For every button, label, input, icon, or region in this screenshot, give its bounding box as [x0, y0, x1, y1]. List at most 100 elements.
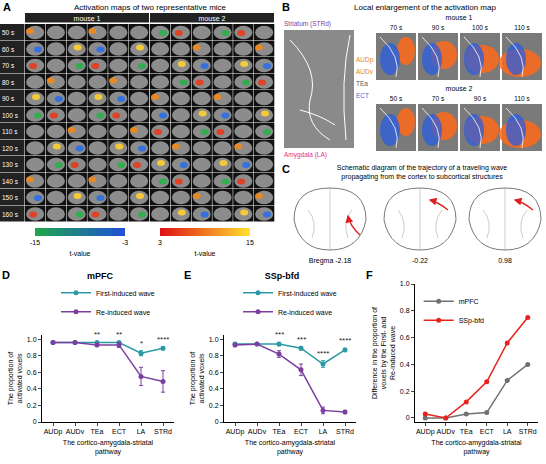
svg-text:LA: LA: [137, 428, 146, 435]
svg-text:0.6: 0.6: [27, 369, 37, 376]
svg-text:0.2: 0.2: [400, 388, 410, 395]
svg-text:140 s: 140 s: [2, 178, 19, 185]
svg-text:110 s: 110 s: [2, 128, 18, 135]
svg-text:TEa: TEa: [460, 428, 473, 435]
svg-text:AUDp: AUDp: [356, 56, 374, 64]
svg-text:Bregma -2.18: Bregma -2.18: [309, 257, 352, 265]
svg-text:mouse 2: mouse 2: [199, 15, 226, 22]
svg-text:110 s: 110 s: [514, 95, 530, 102]
svg-text:The proportion ofactivated vox: The proportion ofactivated voxels: [189, 352, 205, 405]
svg-text:Difference in the proportion o: Difference in the proportion ofvoxels by…: [371, 307, 396, 399]
svg-text:80 s: 80 s: [2, 79, 15, 86]
svg-text:Re-induced wave: Re-induced wave: [96, 309, 150, 316]
svg-text:0.4: 0.4: [209, 385, 219, 392]
svg-text:110 s: 110 s: [514, 24, 530, 31]
svg-text:**: **: [116, 330, 122, 339]
svg-text:130 s: 130 s: [2, 161, 19, 168]
svg-text:TEa: TEa: [91, 428, 104, 435]
svg-text:SSp-bfd: SSp-bfd: [265, 271, 300, 281]
svg-text:1.0: 1.0: [209, 336, 219, 343]
svg-text:B: B: [282, 1, 290, 13]
svg-text:AUDv: AUDv: [248, 428, 267, 435]
svg-text:0.4: 0.4: [27, 385, 37, 392]
svg-text:STRd: STRd: [154, 428, 172, 435]
svg-text:60 s: 60 s: [2, 46, 15, 53]
svg-text:70 s: 70 s: [390, 24, 403, 31]
svg-text:ECT: ECT: [294, 428, 309, 435]
svg-text:AUDp: AUDp: [416, 428, 435, 436]
svg-text:50 s: 50 s: [2, 29, 15, 36]
svg-text:1.0: 1.0: [400, 280, 410, 287]
svg-text:0.2: 0.2: [209, 402, 219, 409]
svg-text:ECT: ECT: [356, 92, 369, 99]
svg-text:t-value: t-value: [69, 250, 90, 257]
svg-text:Re-induced wave: Re-induced wave: [278, 309, 332, 316]
svg-text:The proportion ofactivated vox: The proportion ofactivated voxels: [7, 352, 23, 405]
svg-text:90 s: 90 s: [474, 95, 487, 102]
svg-text:The cortico-amygdala-striatalp: The cortico-amygdala-striatalpathway: [245, 439, 336, 456]
svg-text:0.2: 0.2: [27, 402, 37, 409]
svg-text:0.4: 0.4: [400, 361, 410, 368]
svg-text:SSp-bfd: SSp-bfd: [459, 317, 484, 325]
svg-text:AUDp: AUDp: [44, 428, 63, 436]
svg-text:90 s: 90 s: [432, 24, 445, 31]
svg-text:15: 15: [246, 239, 254, 246]
svg-text:70 s: 70 s: [2, 62, 15, 69]
svg-text:Amygdala (LA): Amygdala (LA): [284, 151, 327, 159]
svg-text:0.98: 0.98: [498, 257, 512, 264]
svg-text:***: ***: [297, 335, 306, 344]
svg-text:mPFC: mPFC: [87, 271, 114, 281]
svg-text:ECT: ECT: [112, 428, 127, 435]
svg-text:120 s: 120 s: [2, 145, 19, 152]
svg-text:mouse 1: mouse 1: [74, 15, 101, 22]
svg-text:-0.22: -0.22: [412, 257, 428, 264]
svg-text:Local enlargement of the activ: Local enlargement of the activation map: [354, 3, 496, 12]
svg-text:****: ****: [157, 335, 169, 344]
svg-text:**: **: [94, 330, 100, 339]
svg-text:ECT: ECT: [480, 428, 495, 435]
svg-text:TEa: TEa: [273, 428, 286, 435]
svg-text:90 s: 90 s: [2, 95, 15, 102]
svg-text:0: 0: [406, 414, 410, 421]
svg-text:LA: LA: [319, 428, 328, 435]
svg-text:mPFC: mPFC: [459, 298, 479, 305]
svg-text:-3: -3: [122, 239, 128, 246]
svg-text:First-induced wave: First-induced wave: [96, 290, 155, 297]
svg-text:mouse 1: mouse 1: [446, 14, 473, 21]
svg-text:****: ****: [317, 349, 329, 358]
svg-text:The cortico-amygdala-striatalp: The cortico-amygdala-striatalpathway: [431, 439, 522, 456]
svg-text:t-value: t-value: [194, 250, 215, 257]
svg-text:150 s: 150 s: [2, 194, 19, 201]
svg-text:*: *: [140, 339, 143, 348]
svg-text:First-induced wave: First-induced wave: [278, 290, 337, 297]
svg-text:0.8: 0.8: [27, 352, 37, 359]
svg-text:0.8: 0.8: [209, 352, 219, 359]
svg-text:100 s: 100 s: [2, 112, 19, 119]
svg-text:AUDv: AUDv: [66, 428, 85, 435]
svg-text:-15: -15: [30, 239, 40, 246]
svg-text:160 s: 160 s: [2, 211, 19, 218]
svg-text:The cortico-amygdala-striatalp: The cortico-amygdala-striatalpathway: [63, 439, 154, 456]
svg-text:0.8: 0.8: [400, 307, 410, 314]
svg-text:propagating from the cortex to: propagating from the cortex to subcortic…: [341, 173, 503, 181]
svg-text:100 s: 100 s: [472, 24, 489, 31]
svg-text:Activation maps of two represe: Activation maps of two representative mi…: [74, 3, 227, 12]
svg-text:LA: LA: [503, 428, 512, 435]
svg-text:70 s: 70 s: [432, 95, 445, 102]
svg-text:STRd: STRd: [519, 428, 537, 435]
svg-text:0: 0: [215, 418, 219, 425]
svg-text:Striatum (STRd): Striatum (STRd): [284, 20, 331, 28]
svg-text:AUDv: AUDv: [437, 428, 456, 435]
svg-text:Schematic diagram of the traje: Schematic diagram of the trajectory of a…: [337, 164, 508, 172]
svg-text:***: ***: [275, 330, 284, 339]
svg-text:mouse 2: mouse 2: [446, 85, 473, 92]
svg-text:AUDv: AUDv: [356, 68, 374, 75]
svg-text:STRd: STRd: [336, 428, 354, 435]
svg-text:3: 3: [158, 239, 162, 246]
svg-text:50 s: 50 s: [390, 95, 403, 102]
svg-text:1.0: 1.0: [27, 336, 37, 343]
svg-text:****: ****: [339, 336, 351, 345]
svg-text:AUDp: AUDp: [226, 428, 245, 436]
svg-text:A: A: [3, 1, 11, 13]
svg-text:0: 0: [33, 418, 37, 425]
